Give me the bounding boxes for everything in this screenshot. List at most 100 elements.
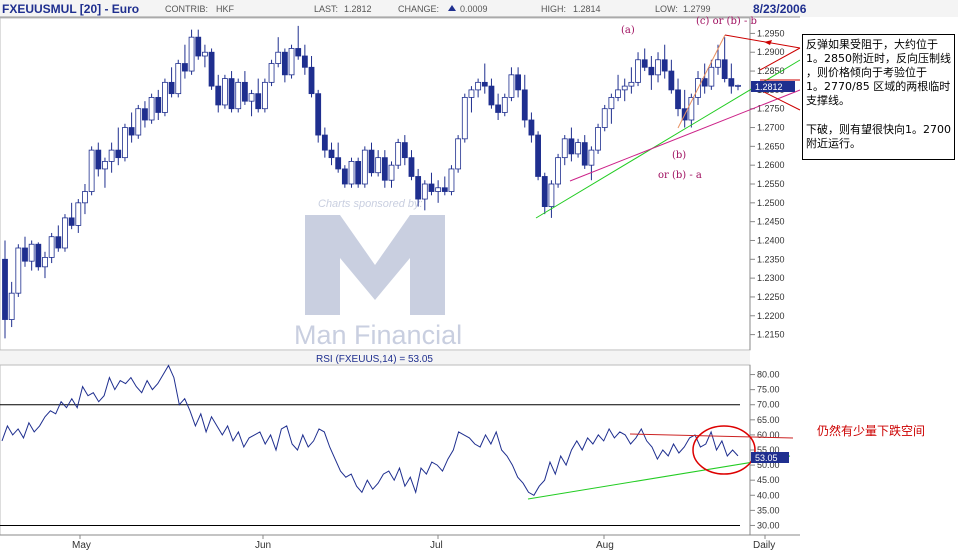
candle: [215, 74, 222, 113]
candle: [261, 78, 268, 113]
chart-date: 8/23/2006: [753, 2, 807, 16]
candle-body: [122, 127, 128, 159]
green-support-extension: [687, 59, 801, 128]
low-value: 1.2799: [683, 4, 711, 14]
x-tick-label: Jul: [430, 540, 443, 550]
last-price-label: 1.2812: [755, 82, 783, 92]
orange-channel-line: [677, 34, 726, 129]
price-y-tick-label: 1.2850: [757, 66, 785, 76]
candle: [708, 59, 715, 90]
candle: [95, 142, 102, 177]
candle: [335, 142, 342, 173]
candle-body: [381, 157, 388, 181]
candle: [661, 44, 668, 79]
candle-body: [188, 36, 195, 72]
candlestick-series: [2, 25, 741, 339]
price-y-tick-label: 1.2950: [757, 28, 785, 38]
candle: [361, 146, 368, 188]
candle-body: [202, 51, 208, 57]
candle: [641, 48, 648, 72]
candle: [475, 78, 482, 98]
price-y-tick-label: 1.2350: [757, 254, 785, 264]
candle: [208, 48, 215, 90]
candle-body: [655, 59, 661, 76]
candle-body: [461, 97, 468, 140]
candle: [601, 104, 608, 132]
candle: [575, 138, 581, 158]
candle-body: [635, 59, 641, 83]
candle-body: [455, 138, 462, 170]
candle-body: [148, 97, 155, 121]
candle-body: [395, 142, 402, 166]
candle-body: [528, 119, 535, 136]
candle-body: [541, 176, 548, 207]
candle-body: [441, 187, 448, 192]
candle-body: [548, 183, 555, 207]
candle: [55, 225, 62, 252]
candle-body: [608, 97, 615, 110]
candle-body: [2, 258, 8, 320]
candle: [455, 135, 462, 173]
candle-body: [82, 191, 88, 204]
candle-body: [641, 59, 648, 68]
candle: [2, 240, 8, 339]
candle: [255, 78, 262, 113]
candle-body: [55, 236, 62, 249]
candle-body: [721, 59, 728, 79]
price-y-tick-label: 1.2200: [757, 311, 785, 321]
candle-body: [255, 93, 262, 110]
candle: [535, 131, 541, 181]
last-price-marker: [751, 81, 795, 92]
high-value: 1.2814: [573, 4, 601, 14]
candle: [295, 25, 302, 60]
wave-label-c-or-b: (c) or (b) - b: [696, 16, 757, 27]
candle-body: [221, 78, 228, 106]
candle-body: [108, 149, 115, 162]
candle-body: [361, 149, 368, 185]
candle-body: [435, 187, 442, 192]
candle-body: [401, 142, 408, 159]
candle: [468, 86, 475, 113]
candle-body: [88, 149, 95, 192]
candle-body: [301, 55, 308, 68]
candle-body: [155, 97, 162, 113]
header-bar: [0, 0, 958, 17]
candle-body: [421, 183, 428, 200]
candle: [528, 112, 535, 143]
candle-body: [208, 51, 215, 87]
candle: [202, 44, 208, 68]
pointer-line-1: [759, 47, 801, 71]
chart-symbol-title: FXEUUSMUL [20] - Euro: [2, 2, 139, 16]
rsi-panel-frame: [0, 364, 751, 536]
candle-body: [162, 81, 168, 113]
candle-body: [735, 84, 741, 87]
candle-body: [468, 89, 475, 98]
candle-body: [555, 157, 561, 185]
candle-body: [8, 292, 15, 320]
candle-body: [648, 66, 655, 76]
candle-body: [341, 168, 348, 185]
annotation-text-2: 下破，则有望很快向1。2700 附近运行。: [806, 123, 951, 151]
rsi-y-tick-label: 75.00: [757, 385, 780, 395]
rsi-last-label: 53.05: [755, 453, 778, 463]
change-label: CHANGE:: [398, 4, 439, 14]
candle: [341, 165, 348, 188]
candle: [495, 93, 502, 120]
candle: [221, 74, 228, 109]
price-y-tick-label: 1.2750: [757, 104, 785, 114]
pointer-line-3: [759, 89, 801, 111]
candle-body: [675, 89, 681, 110]
candle: [68, 202, 75, 230]
candle-body: [22, 247, 28, 262]
last-label: LAST:: [314, 4, 338, 14]
candle-body: [575, 142, 581, 155]
candle-body: [661, 59, 668, 72]
candle: [135, 104, 142, 139]
candle-body: [375, 157, 382, 174]
candle-body: [515, 74, 521, 91]
green-support-line: [535, 126, 689, 219]
candle-body: [308, 66, 315, 95]
candle-body: [68, 217, 75, 226]
magenta-support-line: [569, 89, 801, 182]
x-tick-label: Daily: [753, 540, 775, 550]
